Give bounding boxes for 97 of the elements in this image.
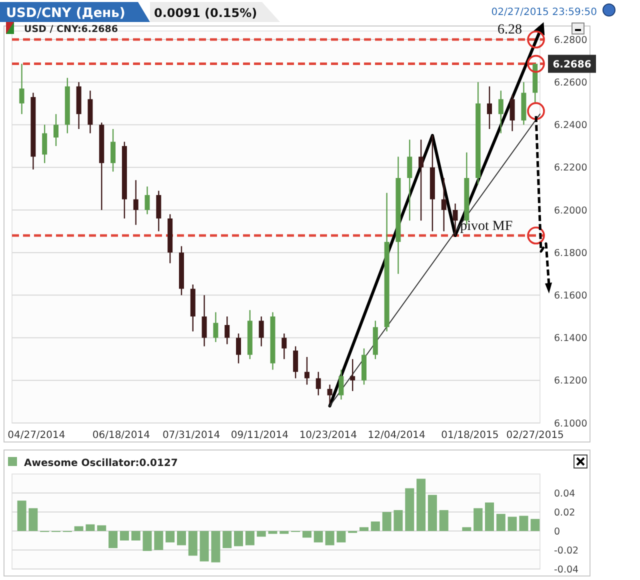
x-tick-label: 01/18/2015 [441,430,499,441]
y-tick-label: 6.1000 [554,418,588,430]
bar [154,531,164,550]
bar [519,516,528,531]
bar [200,531,209,562]
ref-line-label: 6.2686 [552,59,592,70]
x-tick-label: 10/23/2014 [299,430,357,441]
y-tick-label: 6.2800 [554,34,588,46]
bar [530,518,540,531]
bar [245,531,254,546]
text: 02/27/2015 23:59:50 [491,7,597,18]
bar [280,531,289,534]
bar [268,531,278,534]
candlestick [133,180,138,226]
candlestick [54,113,58,147]
bar [484,502,494,531]
bar [416,478,426,531]
annotation: USD / CNY:6.2686 [24,24,118,35]
candlestick [327,384,332,404]
bar [176,531,186,546]
bar [188,531,198,556]
y-tick-label: 6.1400 [554,333,588,344]
candlestick [407,139,412,222]
candlestick [144,186,150,215]
candlestick [282,332,287,360]
bar [28,508,38,531]
candlestick [42,124,48,164]
candlestick [202,294,207,347]
bar [394,510,403,531]
bar [17,500,26,531]
x-tick-label: 07/31/2014 [162,430,220,441]
bar [336,531,346,542]
y-tick-label: 6.1200 [554,376,588,387]
y-tick-label: 6.2600 [554,77,588,88]
candlestick [338,369,344,400]
y-tick-label: 0.04 [554,488,576,500]
y-tick-label: 6.2200 [554,162,588,174]
candlestick [213,312,218,343]
y-tick-label: 0 [554,526,560,538]
candlestick [441,177,446,232]
y-tick-label: -0.02 [554,545,579,556]
x-tick-label: 02/27/2015 [506,430,564,441]
candlestick [236,332,242,364]
y-tick-label: 6.1800 [554,248,588,259]
bar [108,531,118,548]
bar [74,526,84,531]
bar [428,494,437,531]
y-tick-label: -0.04 [554,564,579,576]
x-tick-label: 04/27/2014 [8,430,66,441]
chart-title: USD/CNY (День) [6,6,126,21]
x-tick-label: 12/04/2014 [368,430,426,441]
bar [474,508,483,531]
bar [360,527,368,531]
bar [314,531,323,542]
annotation: pivot MF [460,219,513,234]
x-tick-label: 06/18/2014 [92,430,150,441]
candlestick [350,358,356,392]
candlestick [452,202,458,236]
bar [462,527,472,531]
bar [325,531,334,546]
bar [120,531,129,540]
candlestick [293,346,298,379]
candlestick [498,90,504,134]
chart-subtitle: 0.0091 (0.15%) [154,6,258,20]
y-tick-label: 6.1600 [554,290,588,302]
bar [211,531,220,562]
bar [222,531,232,548]
candlestick [224,316,230,345]
candlestick [156,190,162,232]
bar [86,524,95,531]
candlestick [304,356,310,386]
bar [382,512,392,531]
bar [370,522,380,531]
legend-label: Awesome Oscillator:0.0127 [24,458,178,469]
bar [142,531,152,551]
bar [131,531,140,540]
candlestick [110,128,116,172]
candlestick [510,94,515,132]
candlestick [316,371,321,396]
y-tick-label: 6.2000 [554,205,588,216]
x-tick-label: 09/11/2014 [230,430,289,441]
bar [166,531,175,542]
candlestick [19,63,24,115]
bar [234,531,244,546]
bar [97,525,106,531]
bar [405,488,414,531]
candlestick [418,139,424,222]
bar [256,531,266,537]
y-tick-label: 6.2400 [554,120,588,132]
bar [508,516,517,531]
candlestick [486,86,492,130]
bar [302,531,312,538]
candlestick [258,316,264,347]
ref-line-label: 6.28 [498,22,522,38]
bar [439,510,448,531]
bar [496,514,506,531]
y-tick-label: 0.02 [554,507,576,518]
